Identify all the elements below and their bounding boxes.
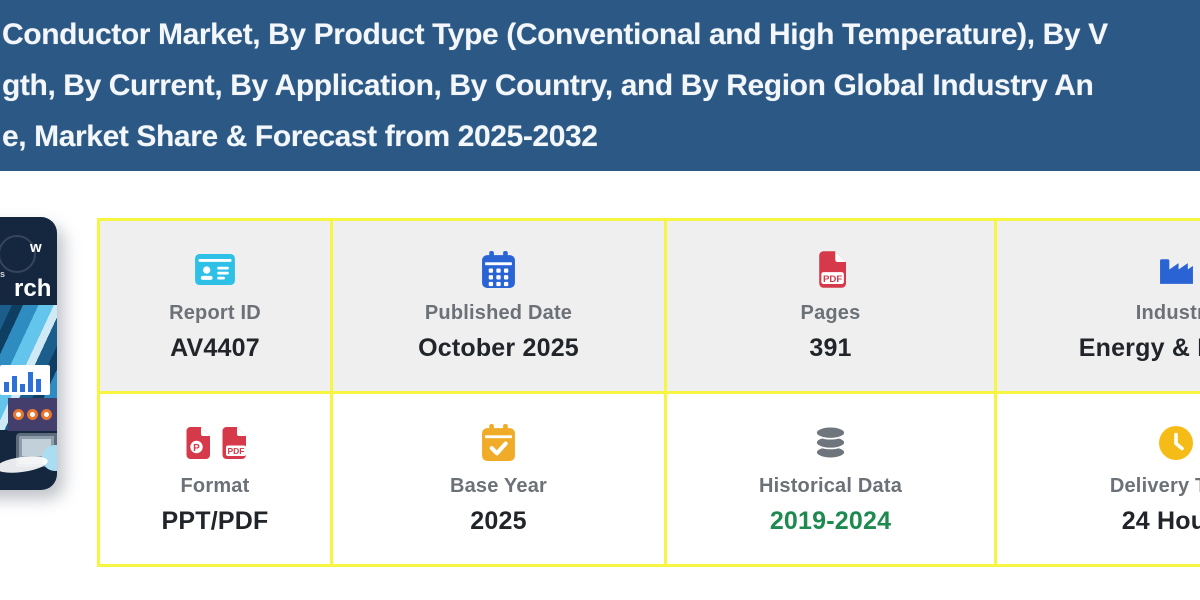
report-title-line-2: gth, By Current, By Application, By Coun… bbox=[2, 69, 1094, 102]
report-info-grid: Report ID AV4407 Published Date bbox=[97, 218, 1200, 567]
card-label: Pages bbox=[800, 301, 861, 324]
card-label: Historical Data bbox=[758, 474, 903, 497]
database-icon bbox=[815, 426, 846, 459]
report-title-line-1: Conductor Market, By Product Type (Conve… bbox=[2, 18, 1108, 51]
svg-text:PDF: PDF bbox=[228, 446, 245, 456]
card-value: October 2025 bbox=[418, 333, 579, 362]
cover-text-fragment-main: rch bbox=[14, 275, 52, 302]
card-industry: Industry Energy & Power bbox=[997, 221, 1200, 391]
card-pages: PDF Pages 391 bbox=[667, 221, 994, 391]
card-value: 391 bbox=[809, 333, 852, 362]
factory-icon bbox=[1158, 253, 1195, 286]
card-label: Base Year bbox=[449, 474, 548, 497]
calendar-days-icon bbox=[482, 251, 515, 288]
card-historical-data: Historical Data 2019-2024 bbox=[667, 394, 994, 564]
decorative-circle-icon bbox=[0, 235, 36, 273]
card-label: Report ID bbox=[169, 301, 261, 324]
card-value: 24 Hours bbox=[1121, 506, 1200, 535]
card-base-year: Base Year 2025 bbox=[333, 394, 664, 564]
cover-blue-blob bbox=[42, 445, 57, 471]
cover-text-fragment-top: w bbox=[30, 239, 42, 256]
calendar-check-icon bbox=[482, 424, 515, 461]
report-title-banner: Conductor Market, By Product Type (Conve… bbox=[0, 0, 1200, 171]
cover-purple-banner bbox=[8, 398, 57, 431]
cover-text-fragment-small: s bbox=[0, 269, 6, 279]
card-value: Energy & Power bbox=[1078, 333, 1200, 362]
pdf-file-icon: PDF bbox=[220, 426, 246, 459]
card-delivery-time: Delivery Time 24 Hours bbox=[997, 394, 1200, 564]
clock-icon bbox=[1158, 425, 1194, 461]
card-report-id: Report ID AV4407 bbox=[100, 221, 330, 391]
card-label: Format bbox=[180, 474, 250, 497]
cover-mini-bar-chart bbox=[0, 365, 50, 395]
card-value: 2025 bbox=[470, 506, 527, 535]
ppt-file-icon: P bbox=[184, 426, 210, 459]
card-label: Delivery Time bbox=[1109, 474, 1200, 497]
cover-floor-highlight bbox=[0, 453, 49, 476]
card-label: Industry bbox=[1135, 301, 1200, 324]
card-value: AV4407 bbox=[170, 333, 260, 362]
card-published-date: Published Date October 2025 bbox=[333, 221, 664, 391]
id-card-icon bbox=[195, 254, 235, 285]
report-title-line-3: e, Market Share & Forecast from 2025-203… bbox=[2, 120, 598, 153]
card-format: P PDF Format PPT/PDF bbox=[100, 394, 330, 564]
pdf-file-icon: PDF bbox=[816, 251, 846, 288]
svg-text:PDF: PDF bbox=[822, 274, 841, 285]
card-label: Published Date bbox=[424, 301, 573, 324]
svg-text:P: P bbox=[193, 442, 200, 453]
card-value: 2019-2024 bbox=[769, 506, 892, 535]
card-value: PPT/PDF bbox=[161, 506, 269, 535]
report-cover-thumbnail: w s rch bbox=[0, 217, 57, 490]
